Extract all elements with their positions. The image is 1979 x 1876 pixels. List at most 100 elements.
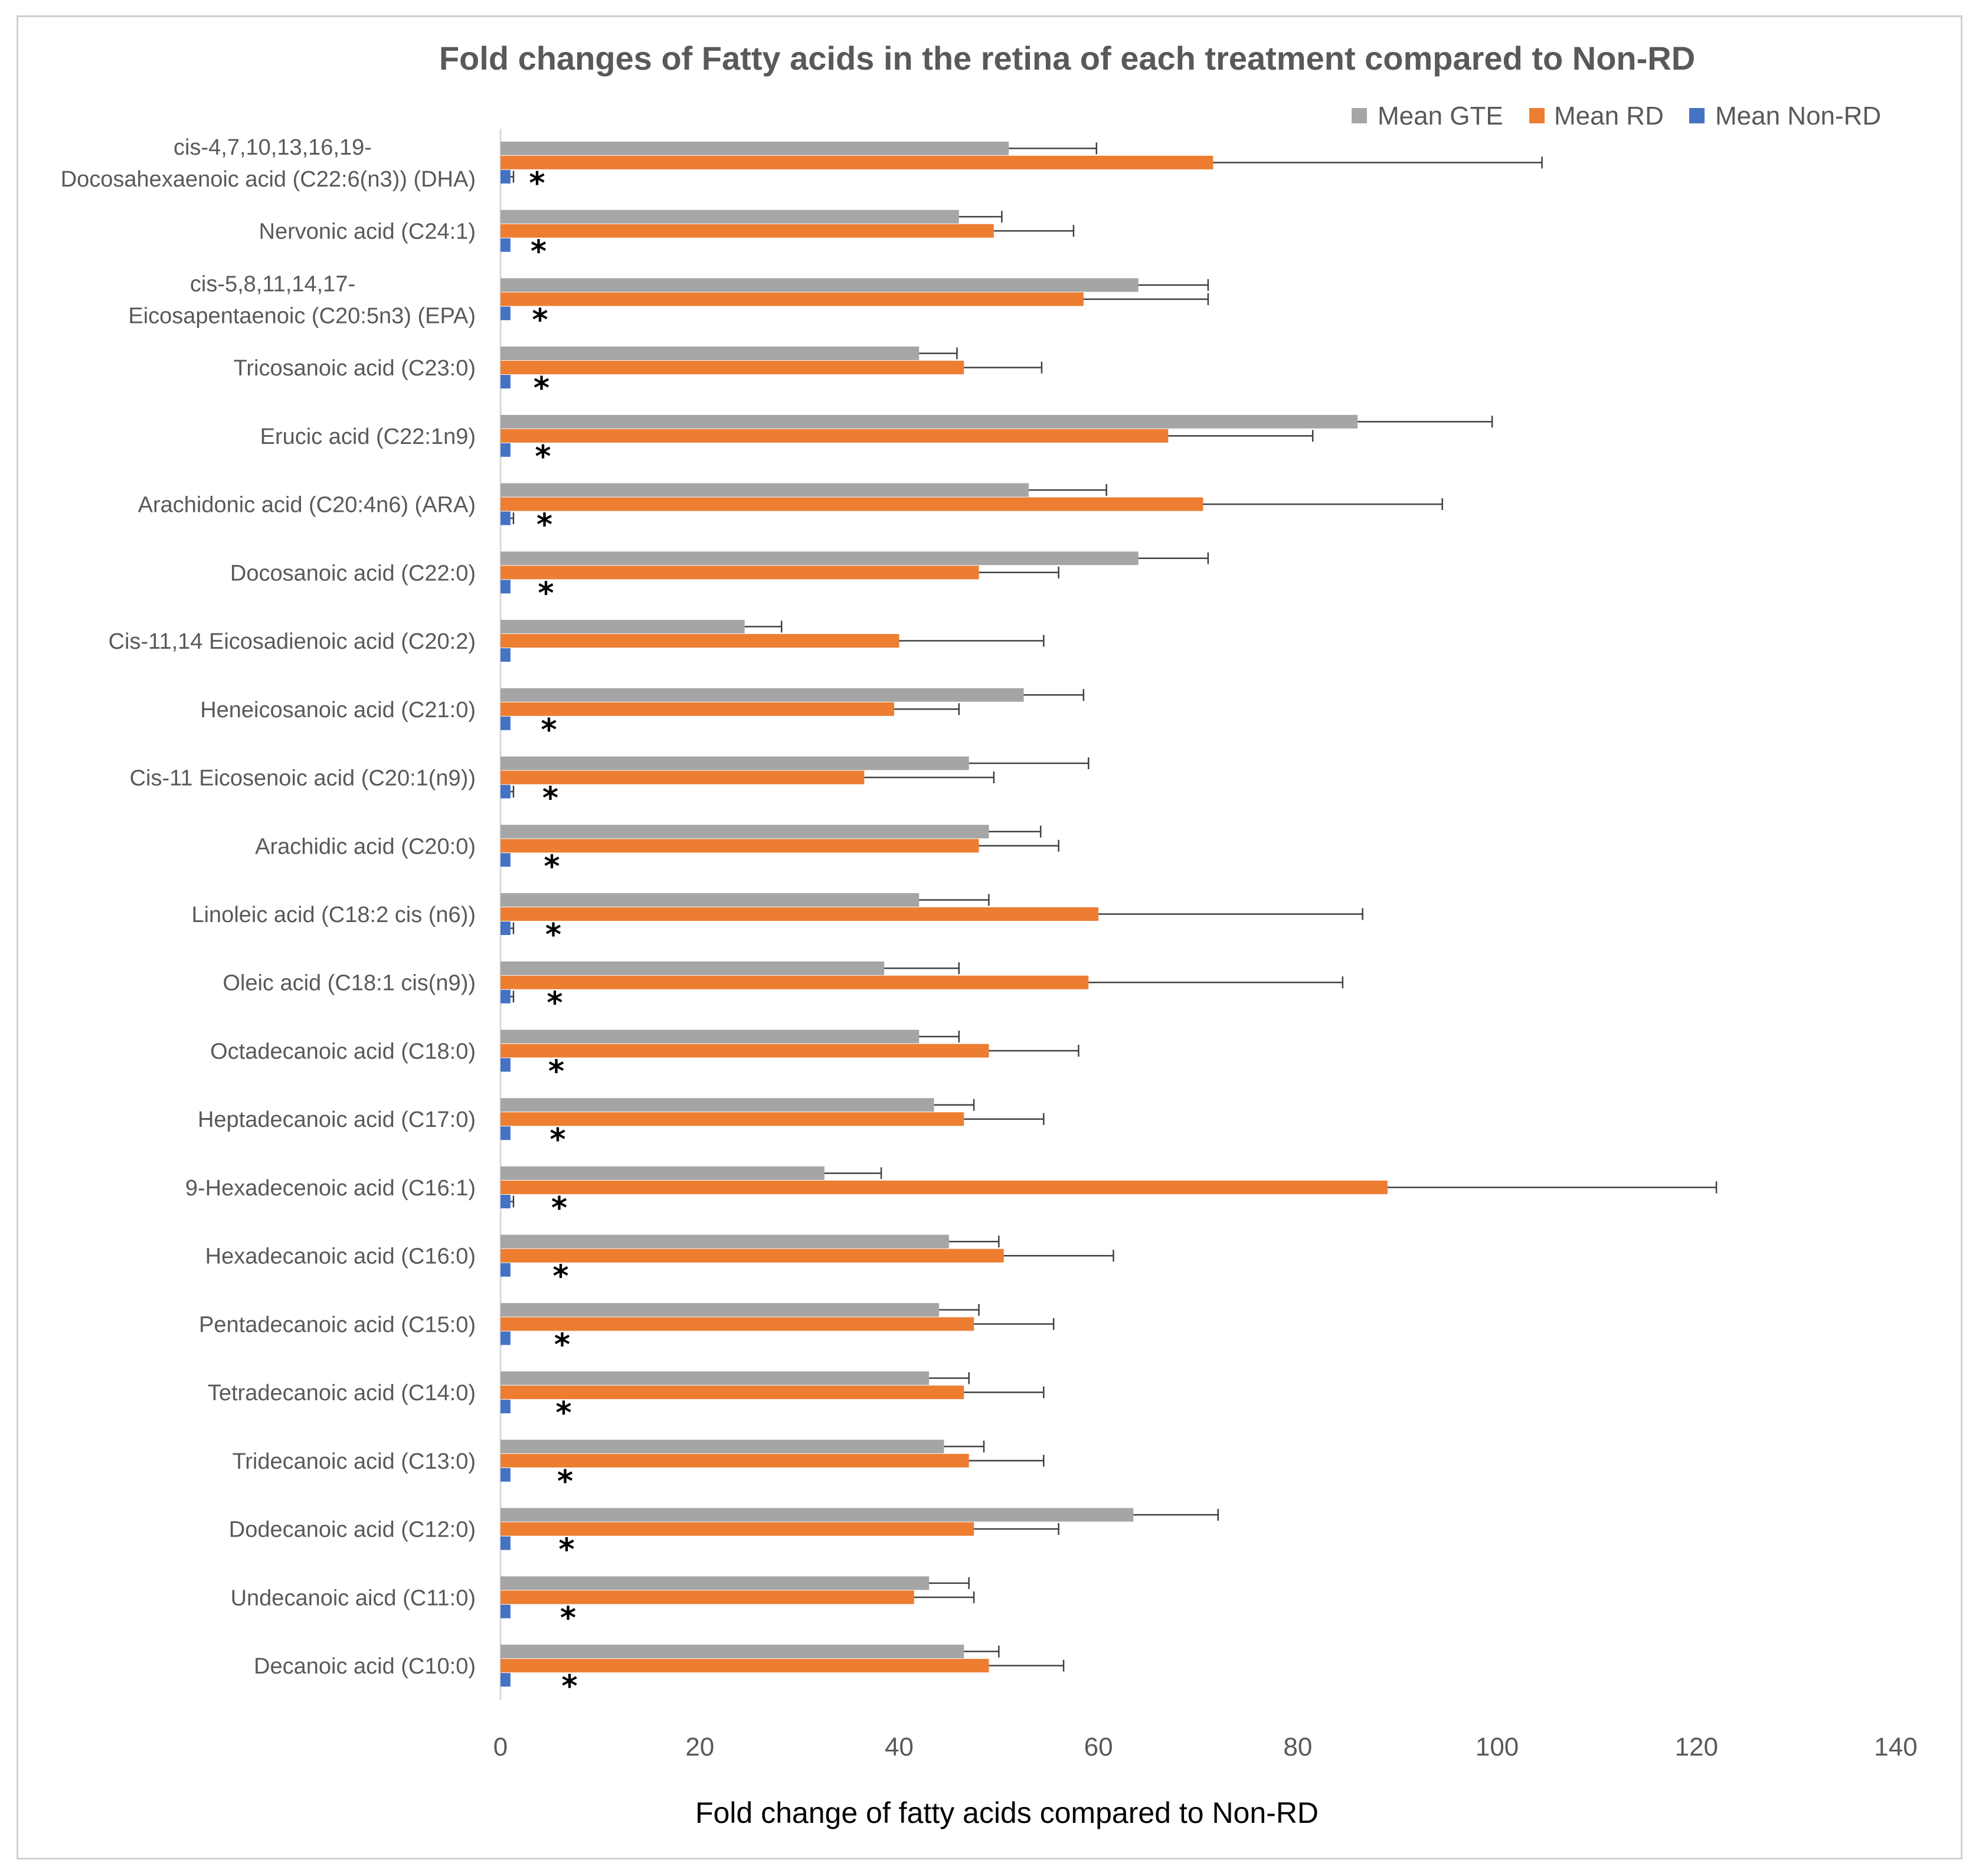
category-label: Hexadecanoic acid (C16:0) — [205, 1244, 476, 1269]
bar — [501, 306, 511, 321]
bar — [501, 141, 1009, 155]
significance-marker: * — [561, 1669, 577, 1704]
bar — [501, 1303, 939, 1317]
category-label: Undecanoic aicd (C11:0) — [231, 1586, 476, 1610]
bar — [501, 1029, 920, 1044]
legend-item: Mean Non-RD — [1689, 102, 1881, 130]
category-label: Linoleic acid (C18:2 cis (n6)) — [191, 903, 476, 927]
category-group: * — [501, 893, 1363, 953]
bar — [501, 1576, 930, 1590]
x-axis-ticks: 0 20 40 60 80 100 120 140 — [493, 1733, 1918, 1761]
category-group: * — [501, 1029, 1080, 1089]
significance-marker: * — [538, 576, 554, 611]
category-label: cis-4,7,10,13,16,19- — [174, 135, 372, 160]
category-group: * — [501, 483, 1443, 543]
x-tick-label: 100 — [1476, 1733, 1519, 1761]
bar — [501, 566, 979, 580]
significance-marker: * — [541, 713, 557, 748]
bar — [501, 1166, 825, 1180]
bar — [501, 839, 979, 853]
significance-marker: * — [544, 849, 560, 884]
bar — [501, 224, 994, 238]
bar — [501, 716, 511, 730]
category-group: * — [501, 1439, 1045, 1499]
significance-marker: * — [542, 781, 558, 816]
bar — [501, 278, 1139, 292]
bar — [501, 756, 969, 770]
bar — [501, 292, 1084, 306]
legend-label: Mean GTE — [1378, 102, 1503, 130]
bar — [501, 1522, 974, 1536]
bar — [501, 785, 511, 799]
bar — [501, 989, 511, 1004]
bar — [501, 1331, 511, 1345]
category-group — [501, 620, 1045, 662]
significance-marker: * — [548, 1054, 564, 1089]
category-label: Cis-11 Eicosenoic acid (C20:1(n9)) — [130, 766, 476, 791]
category-group: * — [501, 1576, 975, 1636]
bars: * * * * * * * * * * * * * * * * * * * * * * — [501, 141, 1718, 1704]
bar — [501, 1098, 934, 1112]
category-label: Decanoic acid (C10:0) — [254, 1654, 476, 1679]
bar — [501, 1659, 989, 1673]
bar — [501, 634, 899, 648]
bar — [501, 347, 920, 361]
legend-swatch — [1529, 108, 1545, 123]
category-label: Nervonic acid (C24:1) — [259, 220, 476, 244]
category-label: Arachidonic acid (C20:4n6) (ARA) — [138, 493, 476, 518]
x-tick-label: 60 — [1084, 1733, 1113, 1761]
significance-marker: * — [545, 917, 561, 953]
bar — [501, 688, 1024, 702]
category-group: * — [501, 756, 1090, 816]
bar — [501, 1058, 511, 1072]
bar — [501, 921, 511, 935]
bar — [501, 1453, 969, 1468]
bar — [501, 443, 511, 457]
legend-label: Mean Non-RD — [1715, 102, 1881, 130]
category-group: * — [501, 961, 1344, 1021]
category-group: * — [501, 1508, 1219, 1568]
bar — [501, 893, 920, 907]
bar — [501, 414, 1358, 429]
category-label: Tricosanoic acid (C23:0) — [234, 356, 476, 381]
bar — [501, 648, 511, 662]
x-tick-label: 140 — [1874, 1733, 1917, 1761]
chart-title: Fold changes of Fatty acids in the retin… — [439, 40, 1695, 77]
category-group: * — [501, 1166, 1718, 1226]
category-labels: cis-4,7,10,13,16,19- Docosahexaenoic acid… — [61, 135, 476, 1679]
category-label: Cis-11,14 Eicosadienoic acid (C20:2) — [109, 629, 476, 654]
bar — [501, 1249, 1004, 1263]
bar — [501, 1044, 989, 1058]
bar — [501, 238, 511, 252]
category-group: * — [501, 141, 1543, 201]
category-label: Dodecanoic acid (C12:0) — [229, 1518, 476, 1542]
chart-frame — [17, 15, 1962, 1859]
significance-marker: * — [537, 508, 552, 543]
significance-marker: * — [554, 1327, 570, 1362]
significance-marker: * — [534, 371, 549, 406]
category-label: Oleic acid (C18:1 cis(n9)) — [223, 971, 476, 996]
category-label: Heneicosanoic acid (C21:0) — [200, 698, 476, 723]
bar — [501, 1126, 511, 1140]
bar — [501, 1604, 511, 1619]
category-group: * — [501, 347, 1043, 406]
bar — [501, 702, 894, 716]
bar — [501, 1194, 511, 1208]
bar — [501, 1385, 964, 1400]
bar — [501, 1180, 1388, 1194]
significance-marker: * — [560, 1600, 576, 1636]
significance-marker: * — [535, 439, 551, 475]
bar — [501, 1536, 511, 1550]
category-label: Arachidic acid (C20:0) — [255, 834, 476, 859]
category-group: * — [501, 688, 1085, 748]
category-label: cis-5,8,11,14,17- — [190, 272, 355, 296]
legend-item: Mean RD — [1529, 102, 1664, 130]
category-label: Pentadecanoic acid (C15:0) — [199, 1312, 476, 1337]
significance-marker: * — [552, 1259, 568, 1295]
bar — [501, 770, 865, 785]
bar — [501, 1439, 944, 1453]
bar — [501, 1317, 974, 1331]
bar — [501, 961, 885, 975]
bar — [501, 1673, 511, 1687]
